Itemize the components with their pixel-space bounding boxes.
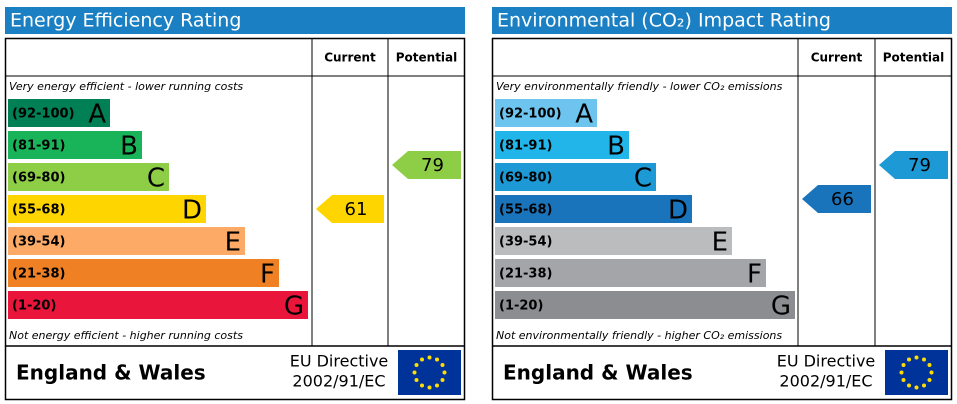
band-bar [8,163,169,191]
eu-star [435,383,439,388]
title-bar [492,7,952,34]
eu-star [901,378,906,382]
eu-star [427,355,432,360]
band-bar [495,131,629,159]
directive-line: 2002/91/EC [292,372,385,391]
eu-star [440,363,445,367]
band-range: (69-80) [12,171,65,186]
band-bar [495,195,692,223]
eu-star [414,378,419,382]
band-range: (39-54) [499,235,552,250]
current-header: Current [811,51,863,65]
band-letter: D [182,196,202,226]
top-note: Very energy efficient - lower running co… [9,80,243,93]
panel-frame [491,37,953,401]
eu-star [427,385,432,390]
band-letter: G [284,292,304,322]
band-bar [495,99,597,127]
band-bar [8,291,308,319]
eu-star [440,378,445,382]
eu-star [922,383,926,388]
title-bar [5,7,465,34]
band-range: (92-100) [499,107,562,122]
current-value: 66 [831,189,854,210]
eu-star [927,378,932,382]
directive-line: EU Directive [290,352,389,371]
eu-star [914,355,919,360]
band-letter: C [147,164,165,194]
band-bar [495,291,795,319]
potential-header: Potential [883,51,945,65]
band-bar [8,131,142,159]
band-range: (81-91) [12,139,65,154]
band-letter: F [260,260,275,290]
band-bar [8,99,110,127]
current-arrow [802,185,871,213]
eu-star [420,383,424,388]
eu-star [929,370,934,375]
current-header: Current [324,51,376,65]
band-range: (1-20) [12,299,56,314]
band-letter: D [668,196,688,226]
eu-star [907,357,911,362]
eu-star [927,363,932,367]
band-bar [495,163,656,191]
current-arrow [316,195,384,223]
band-range: (55-68) [12,203,65,218]
directive-line: 2002/91/EC [779,372,872,391]
band-bar [8,227,245,255]
band-range: (21-38) [499,267,552,282]
band-letter: B [607,132,625,162]
band-bar [8,195,206,223]
region: England & Wales [503,361,693,385]
band-letter: F [747,260,762,290]
potential-header: Potential [396,51,458,65]
top-note: Very environmentally friendly - lower CO… [496,80,783,93]
band-range: (92-100) [12,107,75,122]
panel-title: Energy Efficiency Rating [10,10,241,32]
bottom-note: Not energy efficient - higher running co… [9,329,243,342]
bottom-note: Not environmentally friendly - higher CO… [496,329,782,342]
panel-title: Environmental (CO₂) Impact Rating [497,10,831,32]
band-range: (21-38) [12,267,65,282]
eu-star [412,370,417,375]
eu-star [414,363,419,367]
eu-star [899,370,904,375]
band-bar [8,259,279,287]
potential-value: 79 [908,155,931,176]
band-letter: G [771,292,791,322]
eu-star [901,363,906,367]
band-range: (81-91) [499,139,552,154]
band-range: (1-20) [499,299,543,314]
current-value: 61 [345,199,368,220]
band-letter: E [712,228,728,258]
eu-star [907,383,911,388]
band-letter: C [634,164,652,194]
band-letter: B [120,132,138,162]
eu-star [435,357,439,362]
band-letter: E [225,228,241,258]
band-range: (39-54) [12,235,65,250]
potential-value: 79 [421,155,444,176]
potential-arrow [879,151,948,179]
band-range: (55-68) [499,203,552,218]
band-letter: A [88,100,106,130]
eu-star [914,385,919,390]
eu-star [442,370,447,375]
band-range: (69-80) [499,171,552,186]
potential-arrow [392,151,461,179]
directive-line: EU Directive [777,352,876,371]
panel-frame [4,37,466,401]
region: England & Wales [16,361,206,385]
band-bar [495,259,766,287]
band-letter: A [575,100,593,130]
band-bar [495,227,732,255]
eu-star [420,357,424,362]
eu-star [922,357,926,362]
